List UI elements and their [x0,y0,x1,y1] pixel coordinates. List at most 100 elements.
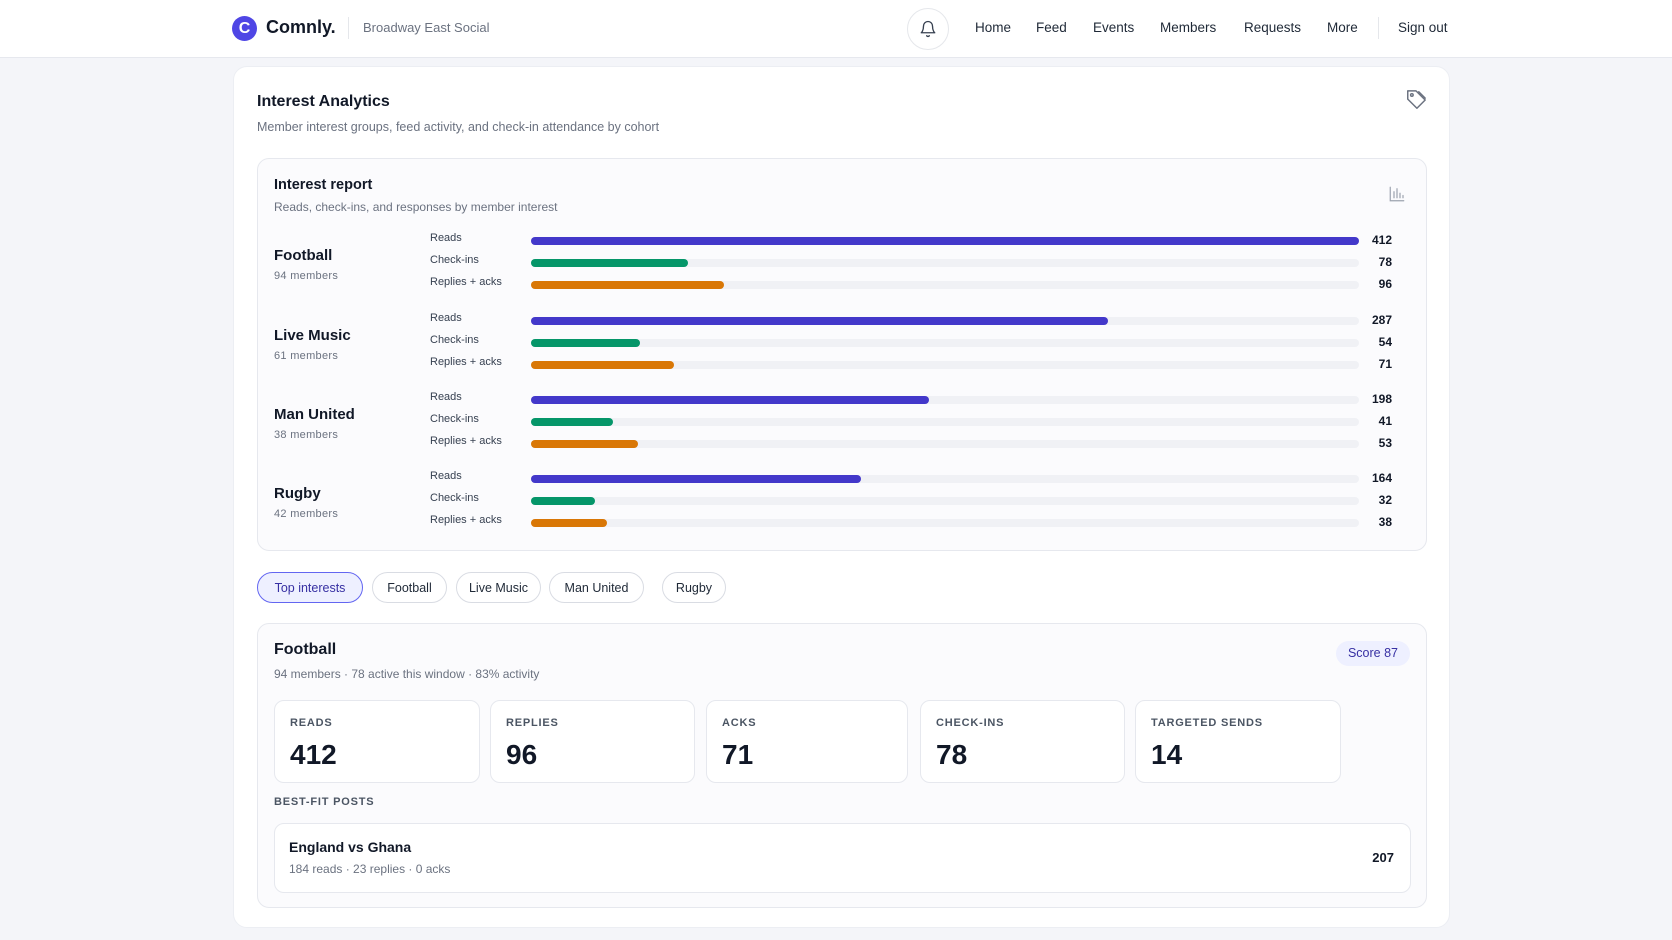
report-subtitle: Reads, check-ins, and responses by membe… [274,200,558,214]
nav-requests[interactable]: Requests [1244,20,1302,35]
stat-check-ins: CHECK-INS 78 [920,700,1125,783]
group-name: Rugby [274,485,321,502]
filter-chip[interactable]: Top interests [257,572,363,603]
detail-title: Football [274,641,337,658]
metric-bar-track [531,475,1359,483]
detail-meta: 94 members · 78 active this window · 83%… [274,667,540,681]
metric-bar-track [531,519,1359,527]
brand-logo[interactable]: C [232,16,257,41]
nav-events[interactable]: Events [1093,20,1135,35]
metric-label: Reads [430,470,462,482]
filter-chip[interactable]: Live Music [456,572,541,603]
best-fit-post-row[interactable]: England vs Ghana 184 reads · 23 replies … [274,823,1411,893]
metric-value: 38 [1378,515,1392,529]
group-name: Man United [274,406,355,423]
metric-label: Check-ins [430,413,479,425]
stat-value: 71 [722,739,754,770]
post-meta: 184 reads · 23 replies · 0 acks [289,862,451,876]
metric-bar-checkins [531,497,595,505]
metric-value: 287 [1371,313,1392,327]
metric-label: Check-ins [430,334,479,346]
stat-label: CHECK-INS [936,717,1005,729]
sign-out-link[interactable]: Sign out [1398,20,1448,35]
group-members: 38 members [274,429,339,441]
stat-targeted-sends: TARGETED SENDS 14 [1135,700,1341,783]
metric-bar-replies [531,519,607,527]
metric-label: Replies + acks [430,435,502,447]
page-subtitle: Member interest groups, feed activity, a… [257,120,660,134]
report-title: Interest report [274,177,373,193]
workspace-name: Broadway East Social [363,20,490,35]
metric-bar-reads [531,396,929,404]
notifications-button[interactable] [907,8,949,50]
stat-label: ACKS [722,717,757,729]
group-name: Football [274,247,333,264]
metric-bar-reads [531,475,861,483]
stat-replies: REPLIES 96 [490,700,695,783]
metric-label: Check-ins [430,492,479,504]
metric-value: 198 [1371,392,1392,406]
metric-value: 412 [1371,233,1392,247]
filter-chip[interactable]: Football [372,572,447,603]
metric-bar-checkins [531,339,640,347]
metric-label: Replies + acks [430,356,502,368]
stat-reads: READS 412 [274,700,480,783]
metric-label: Replies + acks [430,276,502,288]
metric-label: Check-ins [430,254,479,266]
top-navbar: C Comnly. Broadway East Social Home Feed… [0,0,1672,58]
metric-value: 54 [1378,335,1392,349]
metric-bar-track [531,259,1359,267]
stat-value: 96 [506,739,538,770]
group-members: 94 members [274,270,339,282]
metric-bar-track [531,237,1359,245]
score-badge: Score 87 [1335,641,1410,666]
stat-acks: ACKS 71 [706,700,908,783]
stat-label: REPLIES [506,717,559,729]
nav-more[interactable]: More [1327,20,1358,35]
metric-bar-replies [531,281,724,289]
nav-home[interactable]: Home [975,20,1012,35]
page-title: Interest Analytics [257,93,390,110]
best-fit-posts-label: BEST-FIT POSTS [274,796,375,808]
metric-bar-track [531,361,1359,369]
stat-value: 14 [1151,739,1183,770]
group-members: 61 members [274,350,339,362]
stat-label: TARGETED SENDS [1151,717,1263,729]
metric-bar-track [531,281,1359,289]
brand-name[interactable]: Comnly. [266,17,336,37]
group-name: Live Music [274,327,351,344]
filter-chip[interactable]: Rugby [662,572,726,603]
metric-value: 96 [1378,277,1392,291]
metric-label: Reads [430,312,462,324]
metric-value: 41 [1378,414,1392,428]
metric-value: 32 [1378,493,1392,507]
metric-value: 71 [1378,357,1392,371]
metric-bar-checkins [531,418,613,426]
interest-report-panel: Interest report Reads, check-ins, and re… [257,158,1427,551]
metric-bar-track [531,418,1359,426]
metric-label: Reads [430,232,462,244]
metric-bar-checkins [531,259,688,267]
bar-chart-icon[interactable] [1388,185,1406,208]
metric-bar-track [531,440,1359,448]
bell-icon [920,20,936,38]
filter-chip[interactable]: Man United [549,572,644,603]
stat-value: 412 [290,739,337,770]
metric-bar-track [531,396,1359,404]
metric-bar-reads [531,317,1108,325]
tag-icon[interactable] [1405,89,1427,116]
metric-bar-track [531,317,1359,325]
stat-value: 78 [936,739,968,770]
metric-bar-track [531,339,1359,347]
metric-value: 53 [1378,436,1392,450]
interest-detail-panel: Football 94 members · 78 active this win… [257,623,1427,908]
metric-bar-reads [531,237,1359,245]
stat-label: READS [290,717,333,729]
metric-value: 78 [1378,255,1392,269]
nav-members[interactable]: Members [1160,20,1217,35]
nav-divider [1378,17,1379,39]
group-members: 42 members [274,508,339,520]
nav-feed[interactable]: Feed [1036,20,1067,35]
metric-label: Replies + acks [430,514,502,526]
metric-bar-replies [531,361,674,369]
